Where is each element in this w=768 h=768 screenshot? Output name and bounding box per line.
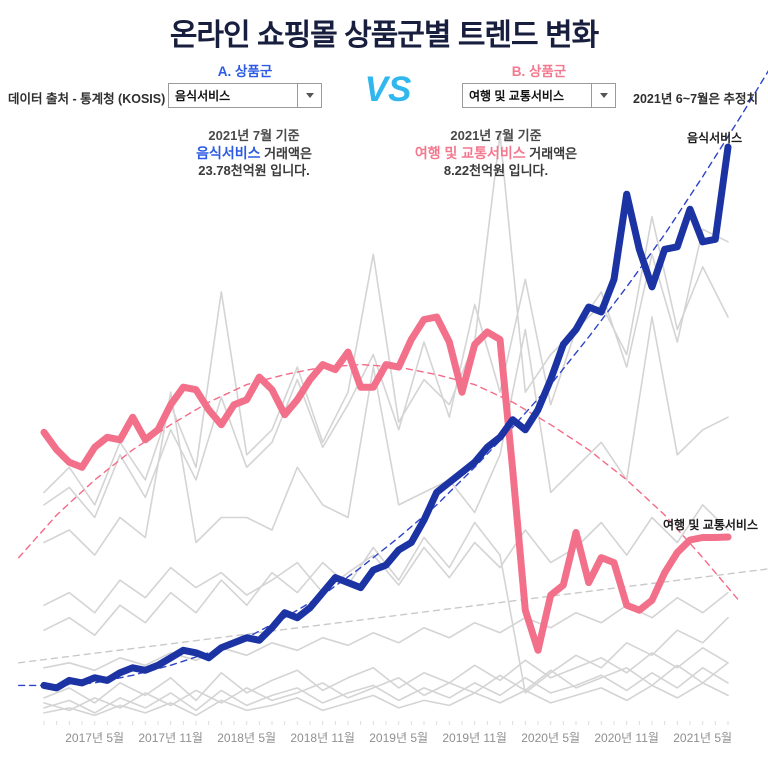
annotation-a-line1: 2021년 7월 기준: [208, 128, 300, 143]
annotation-b-value: 8.22천억원 입니다.: [443, 163, 549, 178]
x-axis-label: 2021년 5월: [673, 731, 733, 745]
series-b-end-label: 여행 및 교통서비스: [663, 518, 758, 532]
category-a-dropdown[interactable]: 음식서비스: [168, 83, 322, 108]
background-series: [43, 661, 729, 712]
background-series: [43, 666, 729, 714]
selector-b-label: B. 상품군: [511, 64, 567, 79]
annotation-b-line2: 여행 및 교통서비스 거래액은: [390, 145, 602, 163]
dropdown-arrow-button[interactable]: [297, 84, 321, 107]
trendline: [18, 568, 768, 664]
series-a-end-label: 음식서비스: [687, 131, 743, 145]
category-b-value: 여행 및 교통서비스: [469, 89, 564, 103]
caret-down-icon: [305, 93, 314, 98]
background-series: [43, 316, 729, 556]
series-b-line: [40, 313, 732, 654]
annotation-a-category: 음식서비스: [196, 144, 261, 161]
category-a-value: 음식서비스: [175, 89, 231, 103]
background-series: [43, 682, 729, 717]
annotation-a-line2: 음식서비스 거래액은: [148, 145, 360, 163]
background-series: [43, 133, 729, 506]
x-axis-label: 2018년 5월: [217, 731, 277, 745]
x-axis-label: 2019년 11월: [442, 731, 507, 745]
estimate-note: 2021년 6~7월은 추정치: [633, 92, 758, 106]
x-axis-label: 2020년 5월: [521, 731, 581, 745]
vs-label: VS: [364, 70, 412, 109]
annotation-b-suffix: 거래액은: [525, 145, 578, 161]
dropdown-arrow-button[interactable]: [591, 84, 615, 107]
background-series: [43, 504, 729, 614]
x-axis-label: 2017년 5월: [65, 731, 125, 745]
annotation-b-line1: 2021년 7월 기준: [450, 128, 542, 143]
annotation-a-value: 23.78천억원 입니다.: [198, 163, 310, 178]
data-source-note: 데이터 출처 - 통계청 (KOSIS): [8, 92, 166, 106]
background-series: [43, 591, 729, 672]
category-b-dropdown[interactable]: 여행 및 교통서비스: [462, 83, 616, 108]
background-series: [43, 646, 729, 704]
selector-a-label: A. 상품군: [217, 64, 273, 79]
annotation-b-category: 여행 및 교통서비스: [414, 144, 526, 161]
x-axis-label: 2017년 11월: [138, 731, 203, 745]
annotation-a: 2021년 7월 기준 음식서비스 거래액은 23.78천억원 입니다.: [148, 127, 360, 180]
x-axis-label: 2020년 11월: [594, 731, 659, 745]
annotation-b: 2021년 7월 기준 여행 및 교통서비스 거래액은 8.22천억원 입니다.: [390, 127, 602, 180]
trendline: [18, 70, 768, 687]
caret-down-icon: [599, 93, 608, 98]
x-axis-label: 2018년 11월: [290, 731, 355, 745]
x-axis-label: 2019년 5월: [369, 731, 429, 745]
page-title: 온라인 쇼핑몰 상품군별 트렌드 변화: [169, 19, 599, 52]
trendline: [18, 363, 742, 604]
series-a-line: [40, 143, 732, 692]
annotation-a-suffix: 거래액은: [260, 145, 312, 161]
